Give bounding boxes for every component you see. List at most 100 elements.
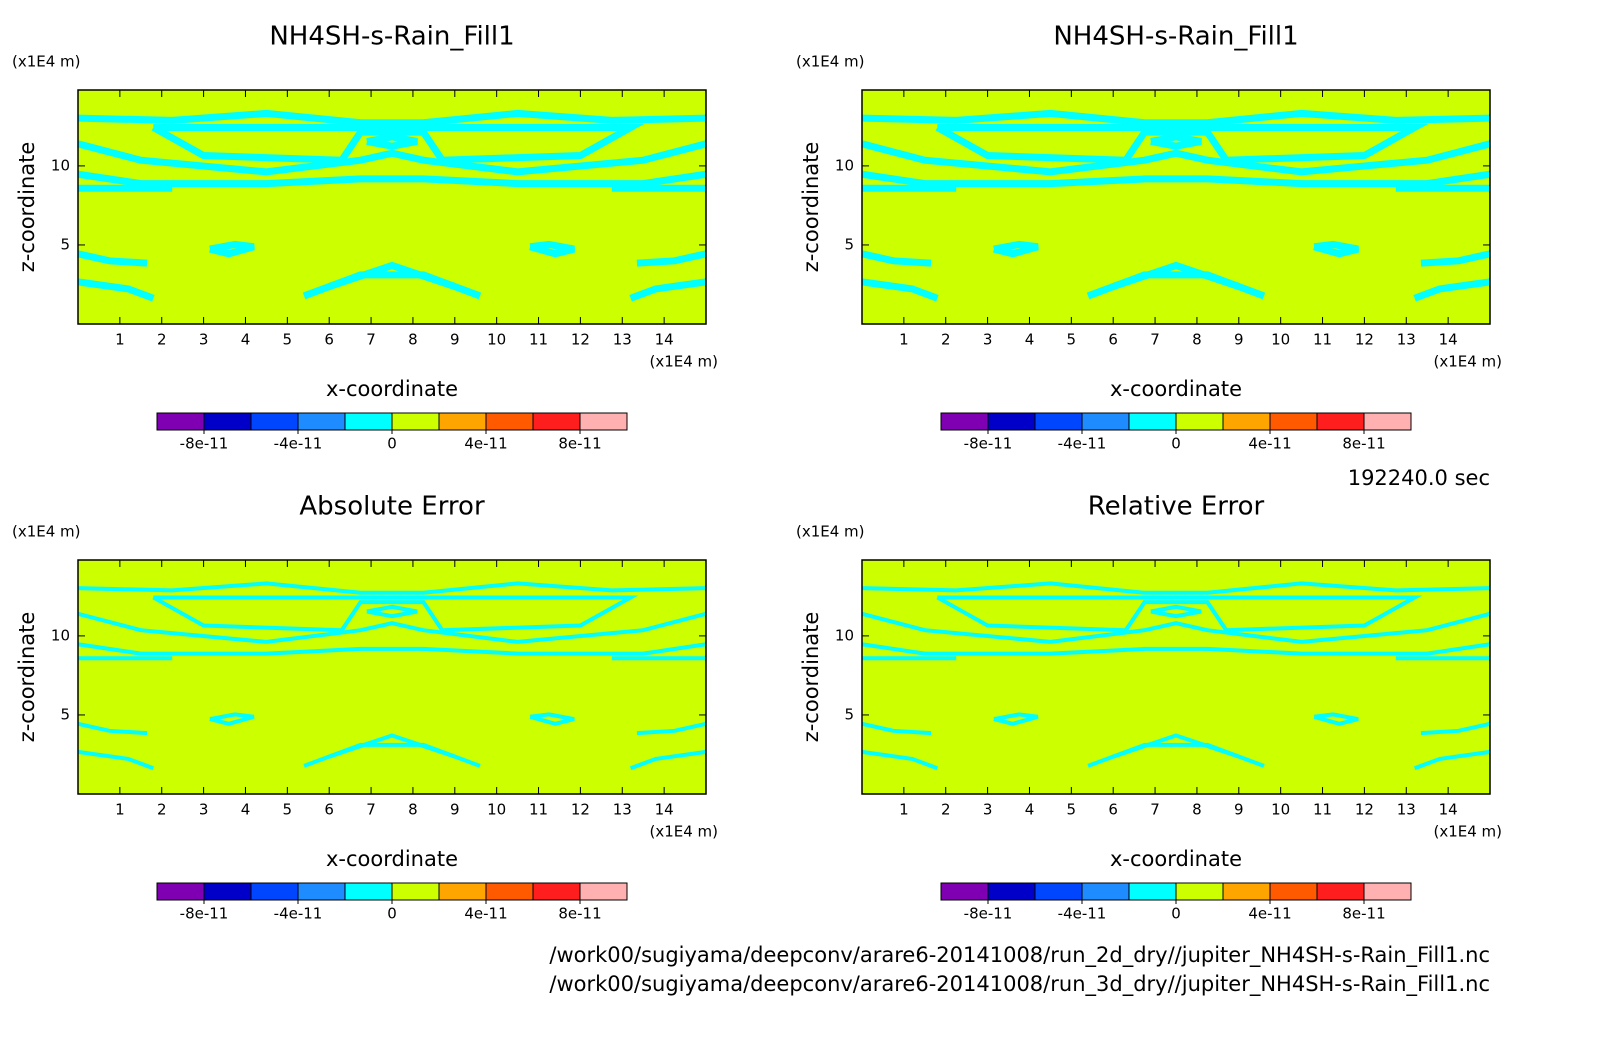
contour-band <box>1112 261 1240 290</box>
x-tick-label: 7 <box>366 331 376 349</box>
colorbar-tick-label: 4e-11 <box>1248 435 1291 453</box>
x-tick-label: 3 <box>983 331 993 349</box>
y-tick-label: 5 <box>60 235 70 253</box>
contour-band <box>861 642 1491 656</box>
contour-band <box>77 250 148 267</box>
colorbar-box <box>156 412 205 431</box>
x-unit: (x1E4 m) <box>649 823 718 841</box>
x-tick-label: 8 <box>1192 331 1202 349</box>
colorbar-tick-label: 8e-11 <box>558 905 601 923</box>
contour-band <box>993 240 1039 258</box>
colorbar-box <box>344 882 393 901</box>
contour-band <box>152 595 639 633</box>
colorbar-box <box>391 882 440 901</box>
x-tick-label: 5 <box>1067 331 1077 349</box>
x-tick-label: 8 <box>1192 801 1202 819</box>
contour-band <box>77 278 155 302</box>
y-unit: (x1E4 m) <box>796 53 865 71</box>
colorbar-box <box>250 882 299 901</box>
y-tick-label: 10 <box>51 626 70 644</box>
x-tick-label: 4 <box>1025 801 1035 819</box>
colorbar-box <box>1128 412 1177 431</box>
colorbar-box <box>1316 882 1365 901</box>
y-tick-label: 10 <box>835 156 854 174</box>
contour-band <box>1413 278 1491 302</box>
colorbar-box <box>438 412 487 431</box>
x-tick-label: 10 <box>487 801 506 819</box>
x-axis-label: x-coordinate <box>1110 377 1242 401</box>
colorbar-tick-label: -8e-11 <box>180 435 229 453</box>
x-tick-label: 11 <box>529 801 548 819</box>
x-tick-label: 11 <box>1313 331 1332 349</box>
colorbar-tick-label: 8e-11 <box>1342 905 1385 923</box>
contour-band <box>328 261 456 290</box>
contour-band <box>366 133 418 150</box>
x-tick-label: 3 <box>199 801 209 819</box>
colorbar-box <box>485 882 534 901</box>
x-tick-label: 8 <box>408 801 418 819</box>
contour-band <box>861 250 932 267</box>
plot-frame <box>861 559 1491 795</box>
colorbar-tick-label: -8e-11 <box>964 435 1013 453</box>
colorbar-tick-label: 4e-11 <box>464 435 507 453</box>
x-tick-label: 1 <box>899 801 909 819</box>
contour-band <box>636 721 707 736</box>
colorbar-box <box>156 882 205 901</box>
x-tick-label: 13 <box>613 331 632 349</box>
chart-title: Absolute Error <box>299 492 485 522</box>
x-axis-label: x-coordinate <box>326 847 458 871</box>
chart-title: NH4SH-s-Rain_Fill1 <box>269 22 514 52</box>
colorbar-box <box>1363 882 1412 901</box>
x-tick-label: 1 <box>115 801 125 819</box>
contour-band <box>993 712 1039 726</box>
file-path: /work00/sugiyama/deepconv/arare6-2014100… <box>549 972 1490 997</box>
x-tick-label: 7 <box>1150 801 1160 819</box>
y-tick-label: 5 <box>60 705 70 723</box>
contour-band <box>77 611 707 644</box>
contour-band <box>529 712 575 726</box>
colorbar-box <box>438 882 487 901</box>
contour-band <box>1150 133 1202 150</box>
colorbar-tick-label: 4e-11 <box>464 905 507 923</box>
x-tick-label: 14 <box>655 331 674 349</box>
contour-band <box>77 749 155 771</box>
chart-title: Relative Error <box>1088 492 1265 522</box>
colorbar-tick-label: 0 <box>387 435 397 453</box>
contour-band <box>1420 250 1491 267</box>
contour-band <box>861 749 939 771</box>
contour-band <box>861 170 1491 188</box>
x-tick-label: 14 <box>1439 801 1458 819</box>
colorbar-box <box>940 882 989 901</box>
x-tick-label: 11 <box>1313 801 1332 819</box>
x-tick-label: 12 <box>1355 801 1374 819</box>
time-label: 192240.0 sec <box>1348 466 1490 490</box>
x-tick-label: 13 <box>1397 801 1416 819</box>
colorbar-box <box>1222 882 1271 901</box>
x-axis-label: x-coordinate <box>1110 847 1242 871</box>
contour-band <box>1150 604 1202 619</box>
contour-band <box>77 170 707 188</box>
colorbar-box <box>1269 412 1318 431</box>
x-tick-label: 6 <box>324 801 334 819</box>
x-tick-label: 6 <box>324 331 334 349</box>
colorbar-box <box>250 412 299 431</box>
contour-band <box>936 595 1423 633</box>
contour-band <box>861 611 1491 644</box>
colorbar-box <box>1034 412 1083 431</box>
x-tick-label: 5 <box>283 801 293 819</box>
colorbar-box <box>532 882 581 901</box>
colorbar-box <box>391 412 440 431</box>
x-tick-label: 4 <box>241 331 251 349</box>
plot-background <box>78 560 706 794</box>
contour-band <box>1313 240 1359 258</box>
contour-band <box>1112 733 1240 759</box>
colorbar-box <box>987 882 1036 901</box>
x-tick-label: 14 <box>655 801 674 819</box>
colorbar-box <box>1081 882 1130 901</box>
colorbar-box <box>1363 412 1412 431</box>
x-tick-label: 9 <box>450 801 460 819</box>
colorbar-box <box>987 412 1036 431</box>
y-tick-label: 10 <box>835 626 854 644</box>
colorbar-box <box>1081 412 1130 431</box>
